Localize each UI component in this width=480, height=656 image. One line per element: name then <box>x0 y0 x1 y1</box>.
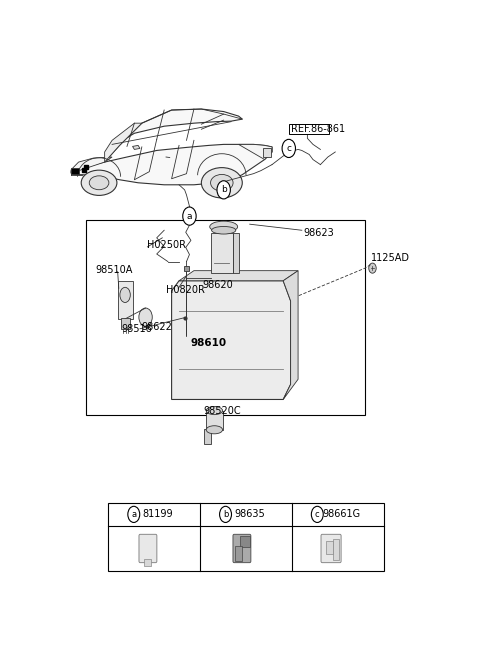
Polygon shape <box>105 123 142 162</box>
Ellipse shape <box>202 168 242 198</box>
Text: b: b <box>223 510 228 519</box>
FancyBboxPatch shape <box>233 535 251 563</box>
Text: 98516: 98516 <box>121 324 152 334</box>
Polygon shape <box>71 144 272 185</box>
Text: H0820R: H0820R <box>166 285 205 295</box>
FancyBboxPatch shape <box>120 318 130 329</box>
Ellipse shape <box>206 426 223 434</box>
Text: 1125AD: 1125AD <box>371 253 409 263</box>
Text: 98610: 98610 <box>190 338 227 348</box>
Circle shape <box>312 506 323 522</box>
FancyBboxPatch shape <box>139 535 157 563</box>
FancyBboxPatch shape <box>240 537 250 548</box>
Circle shape <box>128 506 140 522</box>
FancyBboxPatch shape <box>118 281 132 319</box>
FancyBboxPatch shape <box>204 429 211 444</box>
Circle shape <box>183 207 196 225</box>
Text: 98661G: 98661G <box>323 510 360 520</box>
FancyBboxPatch shape <box>71 168 79 174</box>
Polygon shape <box>71 157 112 173</box>
Text: a: a <box>187 212 192 220</box>
Polygon shape <box>132 146 140 150</box>
Ellipse shape <box>120 287 130 302</box>
Text: 98620: 98620 <box>203 280 233 290</box>
Text: 98520C: 98520C <box>203 406 241 416</box>
Polygon shape <box>105 109 242 162</box>
FancyBboxPatch shape <box>108 503 384 571</box>
Ellipse shape <box>212 226 236 234</box>
FancyBboxPatch shape <box>321 535 341 563</box>
FancyBboxPatch shape <box>289 124 329 134</box>
Ellipse shape <box>206 407 223 415</box>
Text: H0250R: H0250R <box>147 240 186 251</box>
FancyBboxPatch shape <box>263 148 271 157</box>
Text: 81199: 81199 <box>143 510 173 520</box>
Ellipse shape <box>210 221 238 232</box>
Text: 98635: 98635 <box>234 510 265 520</box>
FancyBboxPatch shape <box>333 539 339 560</box>
Text: a: a <box>131 510 136 519</box>
FancyBboxPatch shape <box>235 546 241 561</box>
Text: 98623: 98623 <box>304 228 335 237</box>
Circle shape <box>282 139 296 157</box>
FancyBboxPatch shape <box>233 233 239 273</box>
Circle shape <box>219 506 231 522</box>
FancyBboxPatch shape <box>86 220 365 415</box>
FancyBboxPatch shape <box>144 559 151 566</box>
FancyBboxPatch shape <box>326 541 333 554</box>
Text: 98510A: 98510A <box>96 264 132 275</box>
Polygon shape <box>172 281 290 400</box>
Text: 98622: 98622 <box>141 322 172 332</box>
Polygon shape <box>179 271 298 281</box>
Text: REF.86-861: REF.86-861 <box>290 124 345 134</box>
Circle shape <box>139 308 152 326</box>
Text: c: c <box>315 510 320 519</box>
FancyBboxPatch shape <box>184 266 190 271</box>
FancyBboxPatch shape <box>211 233 233 273</box>
Polygon shape <box>283 271 298 400</box>
Text: c: c <box>286 144 291 153</box>
Ellipse shape <box>89 176 109 190</box>
Ellipse shape <box>211 174 233 191</box>
Circle shape <box>217 181 230 199</box>
Text: b: b <box>221 186 227 194</box>
FancyBboxPatch shape <box>206 411 223 430</box>
Polygon shape <box>239 144 272 159</box>
Ellipse shape <box>81 170 117 195</box>
Circle shape <box>369 263 376 273</box>
